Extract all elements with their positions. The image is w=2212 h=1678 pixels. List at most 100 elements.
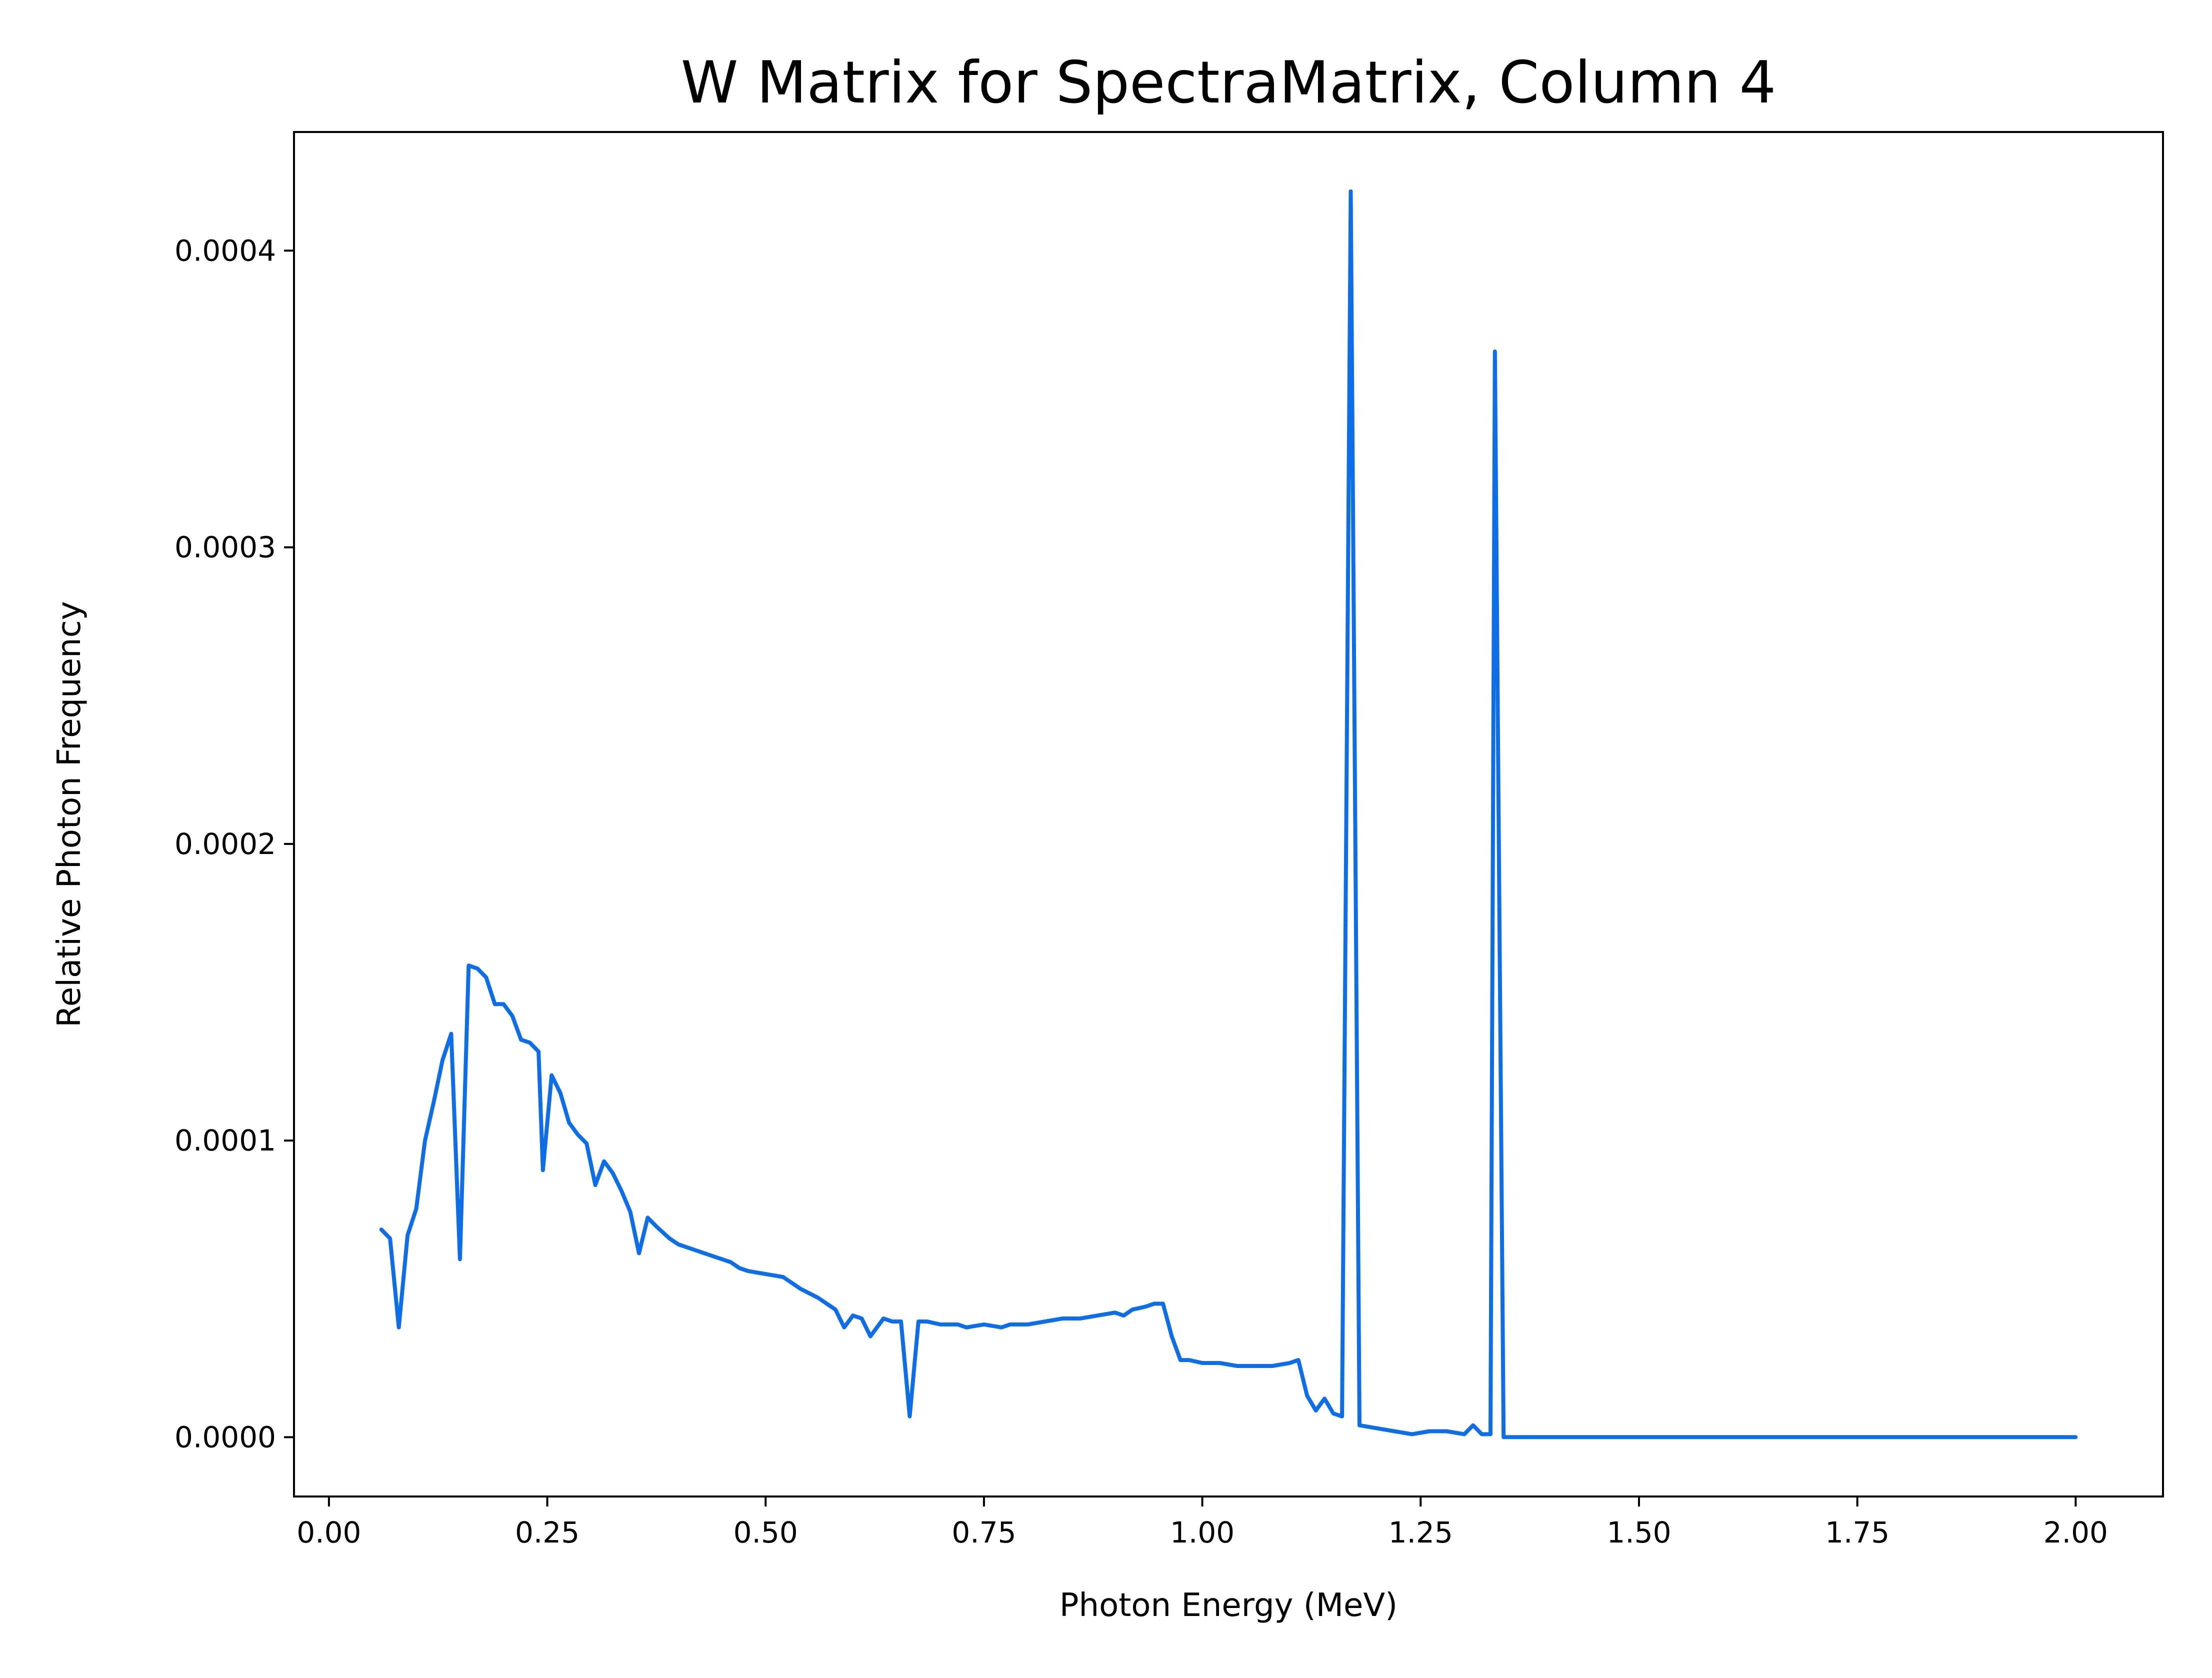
data-point xyxy=(899,1320,903,1324)
y-axis: 0.0000 0.0001 0.0002 0.0003 0.0004 xyxy=(174,234,294,1454)
y-tick-label: 0.0001 xyxy=(174,1124,276,1158)
data-point xyxy=(738,1266,742,1270)
data-point xyxy=(584,1142,588,1146)
x-tick-label: 1.50 xyxy=(1606,1516,1671,1550)
x-tick-label: 1.75 xyxy=(1825,1516,1890,1550)
data-point xyxy=(1060,1316,1064,1320)
data-point xyxy=(414,1207,418,1211)
data-point xyxy=(432,1100,436,1104)
data-point xyxy=(611,1171,615,1175)
data-point xyxy=(916,1320,920,1324)
data-point xyxy=(1322,1396,1326,1400)
data-point xyxy=(1130,1308,1134,1312)
data-point xyxy=(1187,1358,1191,1362)
data-point xyxy=(842,1326,846,1330)
data-point xyxy=(502,1002,506,1006)
data-point xyxy=(519,1038,523,1042)
data-point xyxy=(440,1058,444,1062)
data-point xyxy=(1178,1358,1182,1362)
data-point xyxy=(628,1210,632,1214)
data-point xyxy=(956,1322,960,1326)
data-point xyxy=(576,1132,580,1136)
data-point xyxy=(550,1074,554,1078)
data-point xyxy=(1480,1432,1484,1436)
data-point xyxy=(834,1308,838,1312)
data-point xyxy=(602,1160,606,1164)
y-tick-label: 0.0003 xyxy=(174,530,276,564)
data-point xyxy=(1550,1435,1554,1439)
data-point xyxy=(1332,1412,1336,1416)
data-point xyxy=(868,1334,872,1338)
data-point xyxy=(406,1234,410,1238)
data-point xyxy=(764,1272,768,1276)
data-point xyxy=(567,1121,571,1125)
data-point xyxy=(668,1236,672,1240)
data-point xyxy=(816,1296,820,1300)
y-tick-label: 0.0000 xyxy=(174,1420,276,1454)
data-point xyxy=(964,1326,968,1330)
data-point xyxy=(781,1275,785,1279)
plot-frame xyxy=(293,131,2164,1498)
data-point xyxy=(694,1248,698,1252)
data-point xyxy=(1856,1435,1860,1439)
x-axis-label: Photon Energy (MeV) xyxy=(1060,1587,1398,1624)
data-point xyxy=(1488,1432,1492,1436)
x-tick-label: 0.25 xyxy=(515,1516,580,1550)
data-point xyxy=(1502,1435,1506,1439)
data-point xyxy=(1288,1361,1292,1365)
x-axis: 0.00 0.25 0.50 0.75 1.00 1.25 1.50 1.75 2.00 xyxy=(296,1496,2108,1550)
series-line xyxy=(379,189,2078,1440)
data-point xyxy=(1152,1302,1156,1306)
data-point xyxy=(484,976,488,980)
x-tick-label: 1.25 xyxy=(1388,1516,1453,1550)
data-point xyxy=(1170,1334,1174,1338)
data-point xyxy=(1637,1435,1641,1439)
data-point xyxy=(1144,1304,1148,1308)
data-point xyxy=(798,1287,802,1291)
data-point xyxy=(541,1168,545,1172)
data-point xyxy=(536,1050,540,1054)
data-point xyxy=(728,1260,732,1264)
data-point xyxy=(1410,1432,1414,1436)
data-point xyxy=(746,1269,750,1273)
data-point xyxy=(510,1014,514,1018)
data-point xyxy=(594,1183,598,1187)
data-point xyxy=(860,1316,864,1320)
chart-title: W Matrix for SpectraMatrix, Column 4 xyxy=(681,49,1776,116)
x-tick-label: 0.75 xyxy=(952,1516,1016,1550)
data-point xyxy=(676,1242,680,1246)
data-point xyxy=(1252,1364,1256,1368)
data-point xyxy=(1314,1408,1318,1412)
data-point xyxy=(423,1138,427,1142)
data-point xyxy=(1514,1435,1518,1439)
data-point xyxy=(1428,1430,1432,1434)
data-point xyxy=(938,1322,942,1326)
data-point xyxy=(1270,1364,1274,1368)
data-point xyxy=(1000,1326,1004,1330)
data-point xyxy=(380,1228,384,1232)
data-point xyxy=(1471,1424,1475,1428)
data-point xyxy=(449,1032,453,1036)
data-point xyxy=(1445,1430,1449,1434)
data-point xyxy=(1043,1320,1047,1324)
data-point xyxy=(637,1252,641,1256)
data-point xyxy=(1296,1358,1300,1362)
data-point xyxy=(2074,1435,2078,1439)
y-tick-label: 0.0002 xyxy=(174,827,276,861)
data-point xyxy=(466,964,470,968)
data-point xyxy=(1218,1361,1222,1365)
x-tick-label: 0.50 xyxy=(734,1516,798,1550)
x-tick-label: 2.00 xyxy=(2044,1516,2108,1550)
data-point xyxy=(1078,1316,1082,1320)
data-point xyxy=(1392,1430,1396,1434)
data-point xyxy=(1113,1310,1117,1314)
x-tick-label: 1.00 xyxy=(1170,1516,1234,1550)
data-point xyxy=(711,1254,715,1258)
data-point xyxy=(646,1216,650,1220)
data-point xyxy=(890,1320,894,1324)
data-point xyxy=(1096,1314,1100,1318)
y-tick-label: 0.0004 xyxy=(174,234,276,268)
data-point xyxy=(1375,1426,1379,1430)
data-point xyxy=(528,1040,532,1044)
